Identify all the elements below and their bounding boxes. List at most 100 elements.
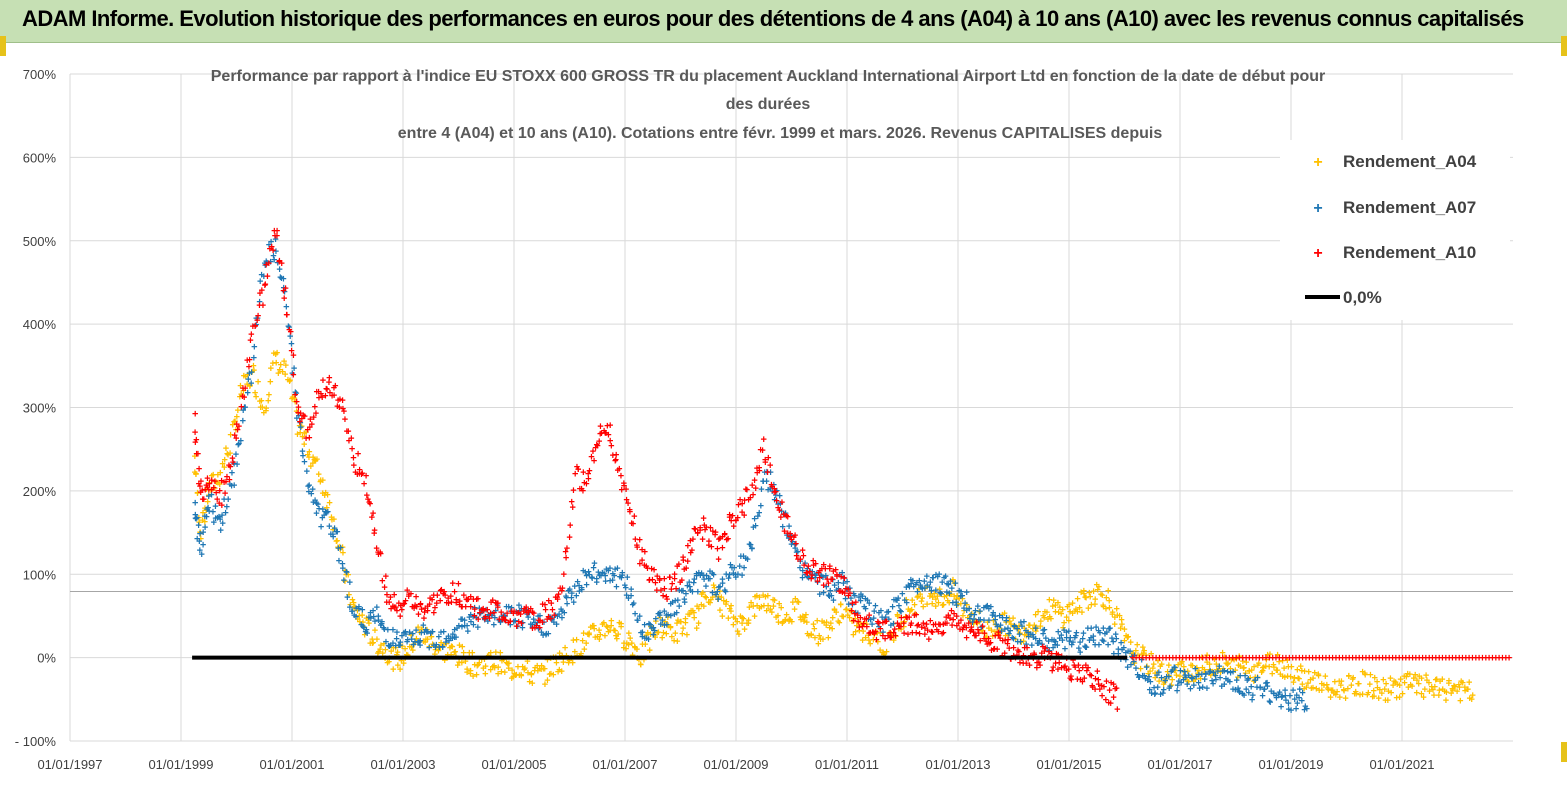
point-Rendement_A04: + <box>578 649 584 661</box>
y-tick-label: 0% <box>37 651 56 666</box>
point-Rendement_A04: + <box>669 631 675 643</box>
point-Rendement_A04: + <box>944 596 950 608</box>
point-Rendement_A04: + <box>225 449 231 461</box>
point-Rendement_A04: + <box>1391 676 1397 688</box>
point-Rendement_A04: + <box>306 446 312 458</box>
point-Rendement_A04: + <box>1208 670 1214 682</box>
point-Rendement_A04: + <box>1266 661 1272 673</box>
point-Rendement_A07: + <box>380 623 386 635</box>
point-Rendement_A04: + <box>756 592 762 604</box>
point-Rendement_A04: + <box>193 469 199 481</box>
point-Rendement_A10: + <box>278 258 284 270</box>
point-Rendement_A04: + <box>636 655 642 667</box>
point-Rendement_A04: + <box>815 638 821 650</box>
point-Rendement_A04: + <box>471 659 477 671</box>
point-Rendement_A04: + <box>1313 684 1319 696</box>
point-Rendement_A04: + <box>1443 695 1449 707</box>
point-Rendement_A04: + <box>604 622 610 634</box>
point-Rendement_A04: + <box>197 527 203 539</box>
point-Rendement_A07: + <box>903 597 909 609</box>
point-Rendement_A07: + <box>262 258 268 270</box>
point-Rendement_A04: + <box>1291 673 1297 685</box>
point-Rendement_A04: + <box>1241 662 1247 674</box>
point-Rendement_A04: + <box>435 646 441 658</box>
point-Rendement_A04: + <box>916 584 922 596</box>
point-Rendement_A04: + <box>705 597 711 609</box>
point-Rendement_A07: + <box>322 506 328 518</box>
point-Rendement_A04: + <box>1028 630 1034 642</box>
point-Rendement_A04: + <box>1008 619 1014 631</box>
point-Rendement_A04: + <box>529 678 535 690</box>
point-Rendement_A04: + <box>1197 674 1203 686</box>
point-Rendement_A04: + <box>1424 675 1430 687</box>
point-Rendement_A04: + <box>906 606 912 618</box>
point-Rendement_A04: + <box>961 605 967 617</box>
point-Rendement_A04: + <box>865 630 871 642</box>
point-Rendement_A04: + <box>651 630 657 642</box>
point-Rendement_A07: + <box>227 479 233 491</box>
point-Rendement_A04: + <box>918 596 924 608</box>
point-Rendement_A04: + <box>422 637 428 649</box>
point-Rendement_A04: + <box>1134 640 1140 652</box>
point-Rendement_A04: + <box>266 389 272 401</box>
point-Rendement_A07: + <box>309 484 315 496</box>
point-Rendement_A04: + <box>296 421 302 433</box>
point-Rendement_A04: + <box>377 644 383 656</box>
chart-title-line-3: entre 4 (A04) et 10 ans (A10). Cotations… <box>398 125 1163 142</box>
point-Rendement_A04: + <box>963 600 969 612</box>
point-Rendement_A04: + <box>1367 679 1373 691</box>
point-Rendement_A04: + <box>1112 612 1118 624</box>
point-Rendement_A04: + <box>299 432 305 444</box>
point-Rendement_A04: + <box>686 609 692 621</box>
point-Rendement_A07: + <box>306 480 312 492</box>
point-Rendement_A04: + <box>407 642 413 654</box>
point-Rendement_A04: + <box>1246 666 1252 678</box>
point-Rendement_A04: + <box>698 589 704 601</box>
point-Rendement_A07: + <box>330 529 336 541</box>
point-Rendement_A04: + <box>801 616 807 628</box>
point-Rendement_A04: + <box>1414 675 1420 687</box>
point-Rendement_A04: + <box>1045 614 1051 626</box>
point-Rendement_A07: + <box>379 619 385 631</box>
point-Rendement_A04: + <box>518 669 524 681</box>
point-Rendement_A04: + <box>1405 682 1411 694</box>
point-Rendement_A04: + <box>1064 601 1070 613</box>
point-Rendement_A07: + <box>331 523 337 535</box>
series-tail-Rendement_A10: ++++++++++++++++++++++++++++++++++++++++… <box>1130 653 1513 665</box>
point-Rendement_A04: + <box>257 396 263 408</box>
point-Rendement_A04: + <box>1437 676 1443 688</box>
point-Rendement_A04: + <box>586 628 592 640</box>
point-Rendement_A07: + <box>205 502 211 514</box>
point-Rendement_A04: + <box>762 591 768 603</box>
point-Rendement_A04: + <box>329 515 335 527</box>
point-Rendement_A07: + <box>347 577 353 589</box>
point-Rendement_A04: + <box>650 622 656 634</box>
point-Rendement_A04: + <box>979 625 985 637</box>
point-Rendement_A04: + <box>734 616 740 628</box>
point-Rendement_A07: + <box>401 628 407 640</box>
point-Rendement_A04: + <box>213 477 219 489</box>
point-Rendement_A04: + <box>947 589 953 601</box>
point-Rendement_A04: + <box>1336 676 1342 688</box>
point-Rendement_A04: + <box>556 664 562 676</box>
point-Rendement_A04: + <box>1052 607 1058 619</box>
point-Rendement_A04: + <box>498 666 504 678</box>
point-Rendement_A04: + <box>998 626 1004 638</box>
point-Rendement_A04: + <box>419 624 425 636</box>
point-Rendement_A04: + <box>909 605 915 617</box>
point-Rendement_A04: + <box>1394 679 1400 691</box>
point-Rendement_A04: + <box>599 619 605 631</box>
point-Rendement_A04: + <box>981 629 987 641</box>
point-Rendement_A04: + <box>275 368 281 380</box>
point-Rendement_A04: + <box>652 632 658 644</box>
point-Rendement_A04: + <box>1405 669 1411 681</box>
point-Rendement_A04: + <box>464 667 470 679</box>
point-Rendement_A04: + <box>443 639 449 651</box>
point-Rendement_A10: + <box>332 381 338 393</box>
point-Rendement_A04: + <box>1285 661 1291 673</box>
point-Rendement_A04: + <box>221 462 227 474</box>
point-Rendement_A07: + <box>274 258 280 270</box>
point-Rendement_A04: + <box>1147 666 1153 678</box>
point-Rendement_A04: + <box>1034 623 1040 635</box>
point-Rendement_A07: + <box>258 270 264 282</box>
